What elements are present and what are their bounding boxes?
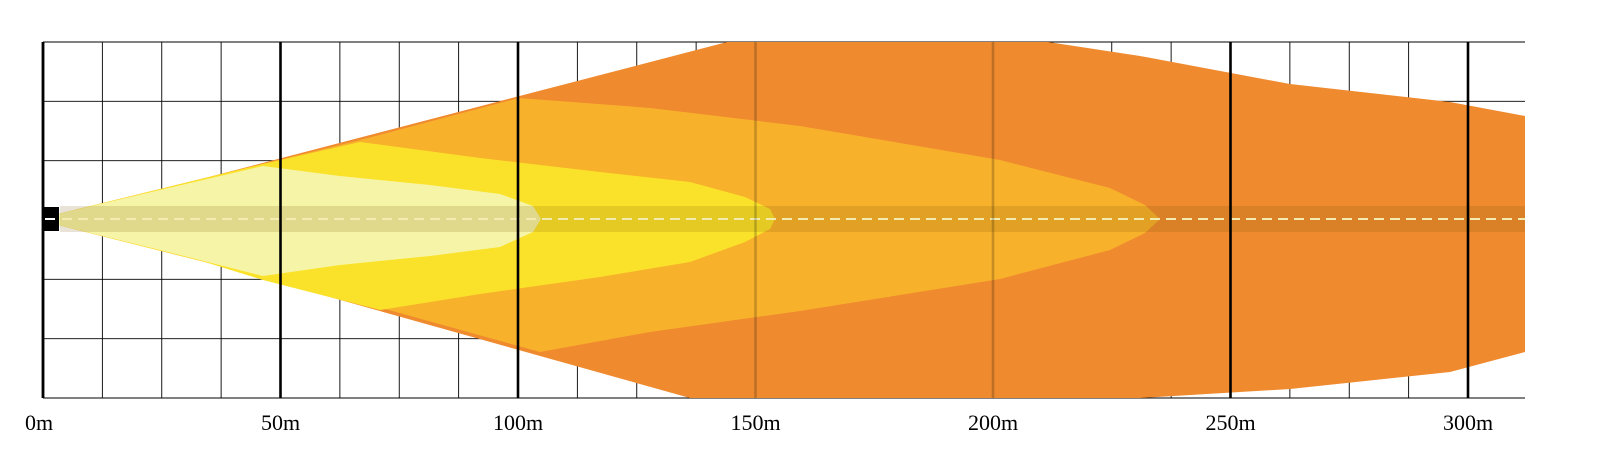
x-tick-label: 150m bbox=[730, 410, 780, 435]
x-tick-label: 0m bbox=[25, 410, 53, 435]
x-axis-tick-labels: 0m 50m 100m 150m 200m 250m 300m bbox=[25, 410, 1493, 435]
x-tick-label: 300m bbox=[1443, 410, 1493, 435]
x-tick-label: 250m bbox=[1205, 410, 1255, 435]
x-tick-label: 100m bbox=[493, 410, 543, 435]
major-grid bbox=[41, 42, 1470, 398]
x-tick-label: 200m bbox=[968, 410, 1018, 435]
beam-centerline bbox=[43, 206, 1525, 232]
x-tick-label: 50m bbox=[261, 410, 300, 435]
beam-zone-inner bbox=[58, 166, 541, 276]
